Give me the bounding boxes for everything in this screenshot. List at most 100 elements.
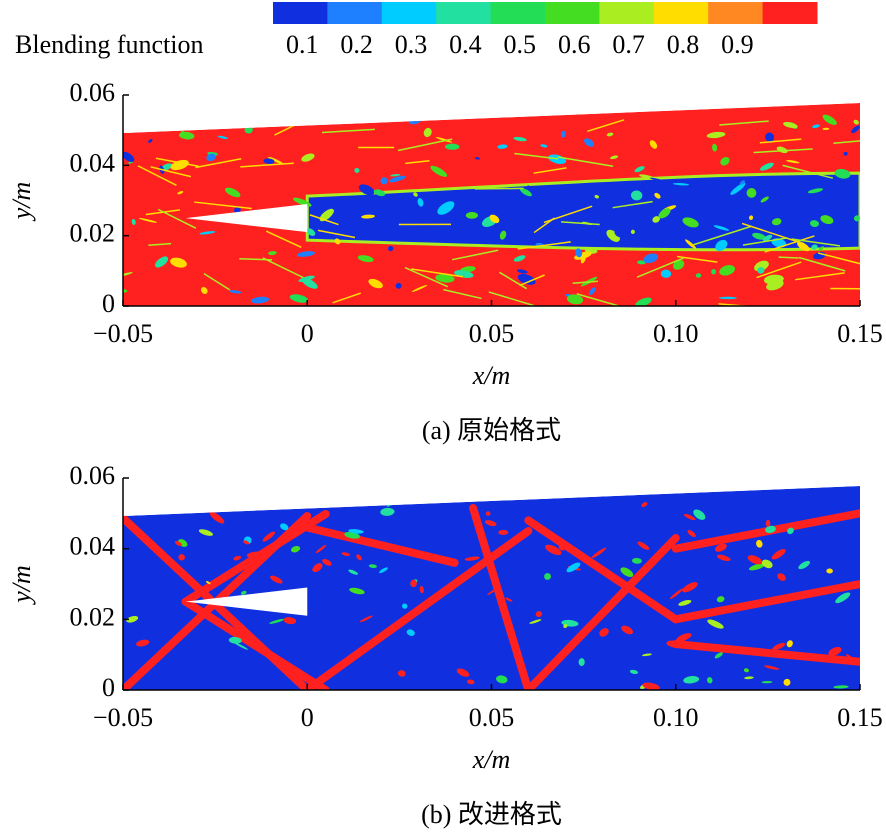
- contour-streak: [561, 221, 600, 226]
- contour-blob: [669, 588, 684, 600]
- contour-blob: [262, 531, 276, 542]
- contour-blob: [545, 544, 562, 556]
- y-tick-label: 0: [102, 673, 115, 702]
- contour-blob: [620, 567, 634, 578]
- x-tick-label: 0.05: [469, 703, 515, 732]
- contour-blob: [359, 615, 373, 623]
- contour-blob: [642, 682, 660, 690]
- contour-blob: [395, 282, 402, 289]
- contour-blob: [811, 244, 818, 250]
- contour-streak: [636, 257, 685, 278]
- contour-blob: [682, 582, 698, 593]
- shock-line: [524, 534, 680, 690]
- contour-blob: [131, 218, 136, 225]
- contour-blob: [629, 669, 639, 674]
- contour-blob: [296, 251, 315, 257]
- shock-line: [524, 516, 680, 624]
- contour-plot: 00.020.040.06−0.05 0 0.05 0.10 0.15x/my/m(b)…: [7, 461, 883, 829]
- shock-line: [181, 597, 330, 690]
- contour-blob: [242, 540, 250, 545]
- contour-blob: [334, 238, 341, 245]
- y-tick-label: 0.04: [70, 532, 116, 561]
- contour-blob: [822, 114, 837, 125]
- contour-streak: [756, 261, 802, 279]
- contour-streak: [759, 138, 802, 144]
- contour-blob: [716, 199, 733, 210]
- contour-blob: [225, 187, 241, 198]
- contour-streak: [317, 229, 356, 239]
- contour-streak: [194, 201, 252, 210]
- contour-streak: [240, 162, 294, 168]
- contour-blob: [267, 156, 284, 165]
- contour-streak: [576, 293, 631, 306]
- contour-blob: [513, 255, 526, 262]
- contour-blob: [636, 260, 646, 265]
- contour-blob: [341, 552, 350, 556]
- contour-blob: [822, 127, 830, 131]
- contour-blob: [465, 211, 479, 219]
- contour-blob: [209, 511, 225, 524]
- contour-blob: [519, 188, 532, 197]
- contour-blob: [684, 513, 696, 521]
- contour-streak: [155, 157, 199, 167]
- contour-blob: [708, 645, 713, 649]
- colorbar-segment: [273, 2, 328, 24]
- contour-blob: [126, 615, 139, 623]
- colorbar-segment: [653, 2, 709, 24]
- contour-blob: [652, 216, 660, 223]
- contour-blob: [540, 144, 548, 148]
- contour-blob: [280, 523, 289, 531]
- contour-blob: [312, 563, 323, 573]
- contour-streak: [405, 160, 430, 165]
- contour-blob: [583, 138, 595, 147]
- contour-blob: [578, 658, 585, 667]
- shock-line: [671, 580, 860, 624]
- contour-blob: [268, 118, 275, 125]
- wedge: [185, 204, 308, 233]
- contour-blob: [291, 545, 301, 553]
- contour-blob: [358, 184, 375, 196]
- contour-blob: [706, 131, 726, 139]
- contour-blob: [306, 228, 316, 236]
- contour-blob: [761, 681, 773, 684]
- contour-streak: [488, 291, 535, 306]
- contour-blob: [631, 557, 642, 564]
- contour-blob: [269, 618, 285, 624]
- contour-blob: [463, 113, 470, 117]
- colorbar-label: Blending function: [15, 30, 203, 59]
- contour-blob: [756, 539, 763, 548]
- contour-blob: [715, 239, 728, 252]
- colorbar-segment: [381, 2, 437, 24]
- colorbar-tick-label: 0.1: [286, 30, 319, 59]
- contour-plot: 00.020.040.06−0.05 0 0.05 0.10 0.15x/my/m(a)…: [7, 78, 883, 445]
- x-tick-label: 0: [301, 319, 314, 348]
- contour-blob: [136, 639, 150, 647]
- contour-blob: [834, 168, 851, 179]
- x-tick-label: 0: [301, 703, 314, 732]
- contour-blob: [599, 628, 609, 637]
- x-tick-label: 0.15: [837, 319, 883, 348]
- contour-blob: [435, 273, 455, 283]
- contour-blob: [714, 652, 723, 659]
- contour-blob: [807, 188, 823, 194]
- contour-blob: [760, 162, 774, 171]
- contour-blob: [614, 228, 625, 238]
- contour-blob: [845, 654, 857, 662]
- contour-streak: [693, 225, 752, 246]
- contour-blob: [517, 273, 536, 285]
- contour-blob: [544, 573, 552, 580]
- contour-streak: [719, 120, 769, 126]
- x-tick-label: 0.05: [469, 319, 515, 348]
- contour-streak: [557, 156, 614, 167]
- contour-blob: [368, 278, 383, 289]
- contour-blob: [589, 287, 596, 296]
- contour-blob: [200, 287, 208, 295]
- contour-blob: [206, 153, 216, 162]
- contour-streak: [517, 241, 571, 250]
- contour-blob: [516, 269, 528, 274]
- contour-blob: [649, 140, 658, 149]
- contour-blob: [634, 166, 645, 173]
- contour-blob: [743, 668, 749, 673]
- contour-blob: [772, 642, 786, 651]
- contour-blob: [764, 665, 780, 670]
